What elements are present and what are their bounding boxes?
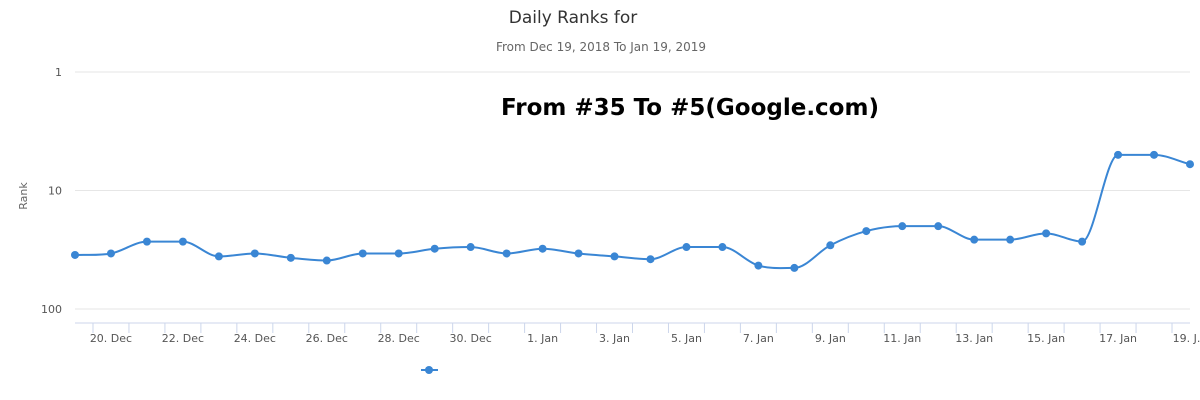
data-point[interactable] — [502, 249, 511, 258]
x-tick-label: 1. Jan — [527, 332, 558, 345]
data-point[interactable] — [1150, 150, 1159, 159]
data-point[interactable] — [1006, 235, 1015, 244]
data-point[interactable] — [214, 252, 223, 261]
x-tick-label: 22. Dec — [162, 332, 204, 345]
x-tick-label: 28. Dec — [378, 332, 420, 345]
data-point[interactable] — [1186, 160, 1194, 169]
data-point[interactable] — [790, 263, 799, 272]
x-tick-label: 30. Dec — [450, 332, 492, 345]
y-tick-label: 100 — [41, 303, 62, 316]
y-axis-title: Rank — [17, 182, 30, 210]
data-point[interactable] — [646, 255, 655, 264]
x-tick-label: 7. Jan — [743, 332, 774, 345]
data-point[interactable] — [682, 243, 691, 252]
data-point[interactable] — [466, 243, 475, 252]
data-point[interactable] — [1078, 237, 1087, 246]
data-point[interactable] — [430, 244, 439, 253]
x-tick-label: 9. Jan — [815, 332, 846, 345]
x-tick-label: 20. Dec — [90, 332, 132, 345]
chart-title: Daily Ranks for — [509, 8, 638, 28]
data-point[interactable] — [538, 244, 547, 253]
y-axis-ticks: 1 10 100 — [41, 66, 62, 316]
data-point[interactable] — [754, 261, 763, 270]
data-point[interactable] — [178, 237, 187, 246]
data-point[interactable] — [322, 256, 331, 265]
data-point[interactable] — [826, 241, 835, 250]
x-tick-label: 19. J... — [1173, 332, 1200, 345]
x-axis-ticks: 20. Dec 22. Dec 24. Dec 26. Dec 28. Dec 30. D… — [90, 323, 1200, 345]
x-tick-label: 15. Jan — [1027, 332, 1065, 345]
data-point[interactable] — [970, 235, 979, 244]
data-point[interactable] — [250, 249, 259, 258]
data-point[interactable] — [610, 252, 619, 261]
series-line — [74, 153, 1191, 270]
legend-marker-icon — [425, 366, 433, 374]
data-point[interactable] — [862, 227, 871, 236]
data-point[interactable] — [106, 249, 115, 258]
data-point[interactable] — [286, 253, 295, 262]
data-point[interactable] — [718, 243, 727, 252]
x-tick-label: 26. Dec — [306, 332, 348, 345]
series-points — [71, 150, 1194, 272]
x-tick-label: 11. Jan — [883, 332, 921, 345]
data-point[interactable] — [898, 222, 907, 231]
x-tick-label: 24. Dec — [234, 332, 276, 345]
data-point[interactable] — [394, 249, 403, 258]
chart-subtitle: From Dec 19, 2018 To Jan 19, 2019 — [496, 40, 706, 54]
data-point[interactable] — [71, 250, 79, 259]
x-tick-label: 17. Jan — [1099, 332, 1137, 345]
data-point[interactable] — [574, 249, 583, 258]
data-point[interactable] — [934, 222, 943, 231]
x-tick-label: 13. Jan — [955, 332, 993, 345]
legend[interactable] — [421, 366, 438, 374]
x-tick-label: 3. Jan — [599, 332, 630, 345]
data-point[interactable] — [142, 237, 151, 246]
x-tick-label: 5. Jan — [671, 332, 702, 345]
y-tick-label: 10 — [48, 185, 62, 198]
y-tick-label: 1 — [55, 66, 62, 79]
data-point[interactable] — [1114, 150, 1123, 159]
data-point[interactable] — [358, 249, 367, 258]
data-point[interactable] — [1042, 229, 1051, 238]
chart-annotation: From #35 To #5(Google.com) — [501, 95, 879, 121]
